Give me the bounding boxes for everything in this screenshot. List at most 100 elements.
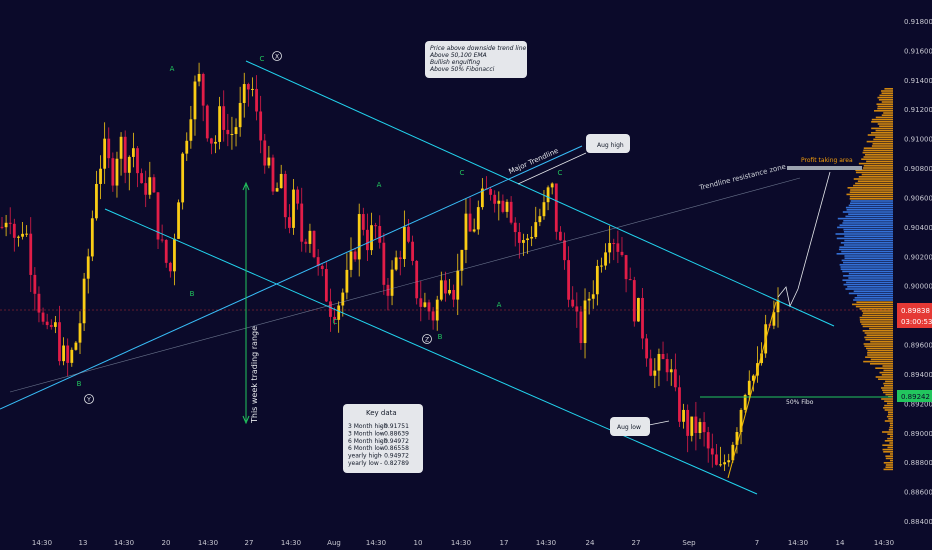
- key-data-label: yearly low: [348, 460, 379, 467]
- candle: [144, 170, 148, 208]
- candle: [140, 168, 143, 184]
- candle: [49, 319, 53, 330]
- volume-bar: [881, 114, 893, 116]
- volume-bar: [843, 228, 893, 231]
- volume-bar: [840, 268, 893, 270]
- key-data-label: 6 Month high: [348, 438, 388, 445]
- volume-bar: [884, 404, 893, 407]
- analysis-line-1: Price above downside trend line: [430, 45, 527, 52]
- weekly-range-label: This week trading range: [250, 326, 259, 424]
- aug-low-callout: Aug low: [610, 417, 670, 436]
- candle: [304, 238, 308, 253]
- time-tick-label: 7: [755, 539, 759, 547]
- fibo-price-tag: 0.89242: [897, 390, 932, 402]
- candle: [710, 433, 714, 468]
- wave-labels: A C B A C C B A C B X Y Z: [77, 51, 563, 404]
- volume-bar: [874, 110, 893, 112]
- candle: [263, 133, 267, 174]
- candle: [472, 218, 476, 233]
- volume-bar: [881, 398, 893, 400]
- candle: [0, 216, 4, 230]
- volume-bar: [887, 437, 893, 440]
- volume-bar: [871, 118, 893, 121]
- volume-bar: [843, 244, 893, 246]
- price-tick-label: 0.88600: [904, 489, 932, 497]
- volume-bar: [835, 233, 893, 235]
- volume-bar: [882, 444, 893, 446]
- candle: [29, 217, 33, 293]
- volume-bar: [869, 327, 893, 330]
- candle: [645, 333, 649, 367]
- candle: [571, 286, 575, 308]
- candle: [283, 170, 287, 229]
- volume-bar: [866, 347, 893, 350]
- candle: [312, 230, 316, 259]
- volume-bar: [877, 107, 893, 110]
- volume-bar: [862, 151, 893, 154]
- volume-bar: [875, 129, 893, 132]
- volume-bar: [887, 411, 893, 413]
- volume-bar: [863, 147, 893, 149]
- fibo-price-value: 0.89242: [901, 393, 930, 401]
- volume-bar: [881, 374, 893, 376]
- volume-bar: [870, 363, 893, 365]
- price-tick-label: 0.90600: [904, 194, 932, 202]
- candle: [665, 353, 669, 382]
- candle: [74, 341, 78, 351]
- price-tick-label: 0.89200: [904, 400, 932, 408]
- volume-bar: [864, 332, 893, 334]
- volume-bar: [883, 462, 893, 464]
- volume-bar: [885, 455, 893, 457]
- candle: [579, 306, 583, 350]
- candle: [209, 137, 213, 155]
- volume-bar: [864, 336, 893, 339]
- candle: [148, 161, 152, 199]
- volume-bar: [887, 433, 893, 435]
- volume-bar: [855, 169, 893, 171]
- candle: [604, 243, 607, 270]
- candle: [501, 194, 505, 214]
- candle: [776, 287, 780, 328]
- volume-bar: [883, 382, 893, 385]
- candle: [300, 187, 304, 252]
- volume-bar: [884, 409, 893, 411]
- candle: [238, 86, 242, 137]
- candle: [21, 222, 24, 240]
- candle: [296, 186, 300, 210]
- candle: [394, 250, 398, 272]
- volume-bar: [871, 121, 893, 123]
- candle: [119, 132, 123, 176]
- price-tick-label: 0.89600: [904, 342, 932, 350]
- volume-bar: [875, 136, 893, 138]
- volume-bar: [881, 92, 893, 94]
- svg-text:X: X: [275, 54, 279, 61]
- candle: [17, 235, 20, 247]
- volume-bar: [877, 105, 893, 108]
- volume-bar: [882, 431, 893, 433]
- candle: [78, 311, 82, 355]
- volume-bar: [885, 457, 893, 460]
- candle: [723, 454, 727, 471]
- candle: [702, 412, 706, 447]
- candle: [480, 178, 484, 210]
- volume-bar: [890, 435, 893, 438]
- time-tick-label: 14:30: [788, 539, 808, 547]
- candle: [156, 191, 160, 249]
- candle: [423, 292, 427, 308]
- candle: [517, 222, 521, 259]
- volume-bar: [844, 239, 893, 242]
- volume-bar: [842, 211, 893, 213]
- volume-bar: [861, 323, 893, 325]
- volume-bar: [889, 442, 893, 444]
- candle: [415, 260, 419, 305]
- price-tick-label: 0.90800: [904, 165, 932, 173]
- price-tick-label: 0.88400: [904, 518, 932, 526]
- volume-bar: [883, 369, 893, 372]
- volume-bar: [867, 134, 893, 136]
- current-price-value: 0.89838: [901, 307, 930, 315]
- countdown-value: 03:00:53: [901, 318, 932, 326]
- candle: [526, 234, 529, 254]
- volume-bar: [884, 420, 893, 422]
- candle: [407, 219, 410, 244]
